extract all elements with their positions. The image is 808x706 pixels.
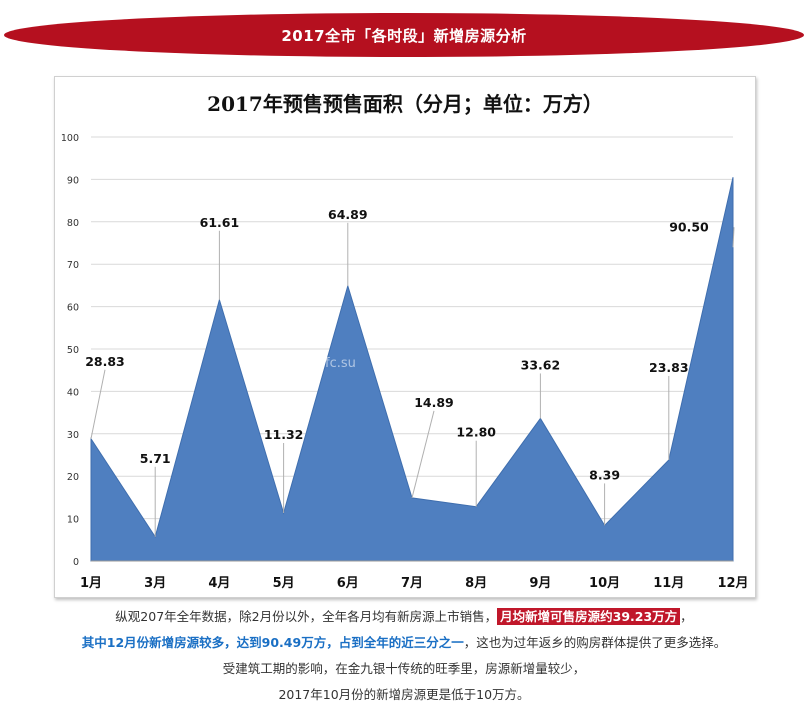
series-area [90,177,734,562]
x-tick-label: 11月 [653,576,684,591]
data-label: 11.32 [264,427,304,442]
data-label: 28.83 [85,354,125,369]
x-tick-label: 7月 [401,576,423,591]
caption-1-end: ， [680,609,693,624]
caption-1-highlight: 月均新增可售房源约39.23万方 [497,608,681,625]
x-tick-label: 6月 [337,576,359,591]
caption-line-3: 受建筑工期的影响，在金九银十传统的旺季里，房源新增量较少， [222,661,586,676]
data-label: 33.62 [521,357,561,372]
y-tick-label: 80 [67,218,79,229]
data-label: 61.61 [200,215,240,230]
x-tick-label: 1月 [80,576,102,591]
y-tick-label: 60 [67,303,79,314]
chart-title: 2017年预售预售面积（分月；单位：万方） [207,92,603,116]
chart-panel: 2017年预售预售面积（分月；单位：万方） 0 10 20 30 40 50 60 70 80 90… [54,76,756,598]
caption-line-4: 2017年10月份的新增房源更是低于10万方。 [278,687,530,702]
leader-line [411,410,435,498]
caption-line-1: 纵观207年全年数据，除2月份以外，全年各月均有新房源上市销售， 月均新增可售房源… [0,606,808,628]
data-label: 5.71 [140,451,171,466]
y-tick-label: 100 [61,133,79,144]
banner-title: 2017全市「各时段」新增房源分析 [281,26,527,45]
y-tick-label: 0 [73,557,79,568]
caption-2-text: ，这也为过年返乡的购房群体提供了更多选择。 [463,635,727,650]
area-chart: 2017年预售预售面积（分月；单位：万方） 0 10 20 30 40 50 60 70 80 90… [61,92,749,591]
y-tick-label: 30 [67,430,79,441]
data-label: 8.39 [589,467,620,482]
x-tick-label: 8月 [465,576,487,591]
data-label: 64.89 [328,207,368,222]
y-tick-label: 20 [67,472,79,483]
y-tick-label: 10 [67,515,79,526]
x-tick-label: 4月 [208,576,230,591]
data-label: 90.50 [669,219,709,234]
caption-1-text: 纵观207年全年数据，除2月份以外，全年各月均有新房源上市销售， [115,609,498,624]
x-tick-label: 9月 [529,576,551,591]
watermark-text: fc.su [325,356,356,371]
y-tick-label: 50 [67,345,79,356]
caption-2-highlight: 其中12月份新增房源较多，达到90.49万方，占到全年的近三分之一 [81,635,464,650]
y-tick-label: 40 [67,387,79,398]
x-tick-label: 10月 [589,576,620,591]
x-tick-label: 12月 [717,576,748,591]
x-tick-label: 3月 [144,576,166,591]
leader-line [90,369,106,439]
data-label: 12.80 [456,425,496,440]
data-label: 23.83 [649,360,689,375]
data-label: 14.89 [414,395,454,410]
title-banner: 2017全市「各时段」新增房源分析 [4,13,804,57]
y-tick-label: 90 [67,175,79,186]
leader-line [732,227,735,248]
caption-line-2: 其中12月份新增房源较多，达到90.49万方，占到全年的近三分之一，这也为过年返… [0,632,808,654]
x-tick-label: 5月 [273,576,295,591]
y-tick-label: 70 [67,260,79,271]
